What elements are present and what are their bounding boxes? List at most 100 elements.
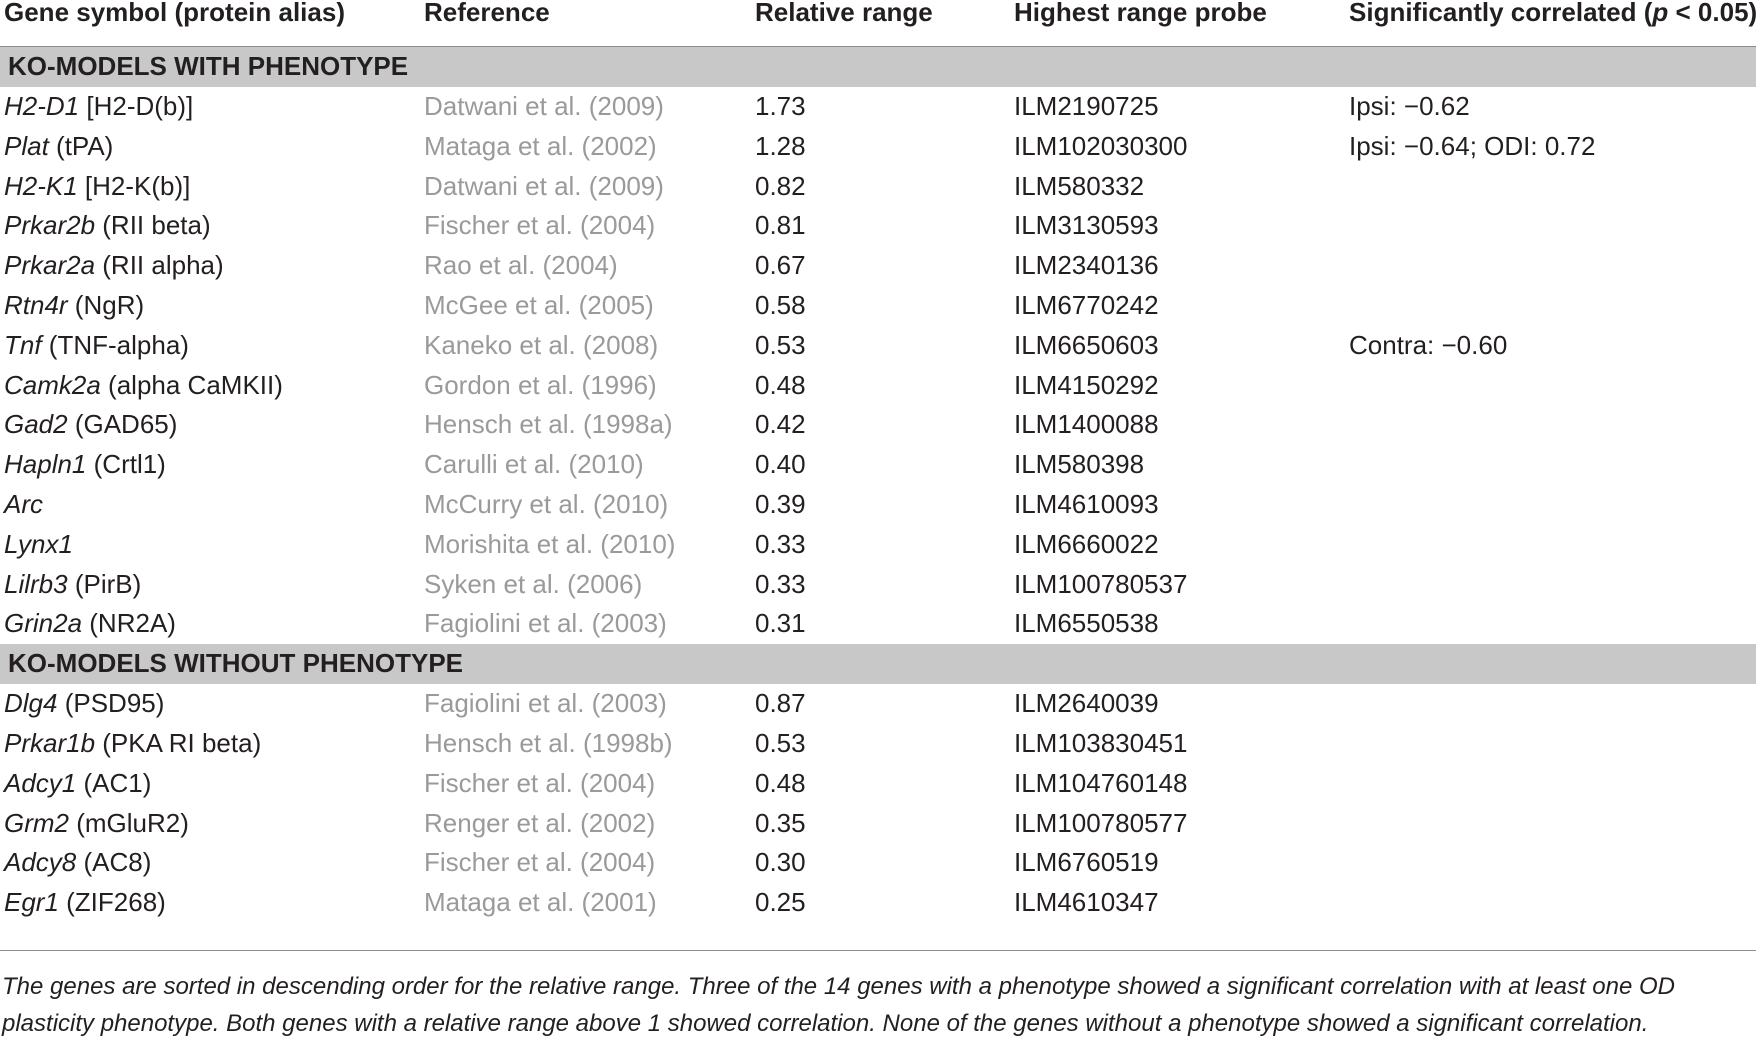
gene-cell: Tnf (TNF-alpha) — [4, 330, 189, 361]
table-row: Gad2 (GAD65) Hensch et al. (1998a) 0.42 ILM… — [0, 405, 1756, 445]
header-correlated-suffix: < 0.05) — [1668, 0, 1756, 27]
probe-cell: ILM100780577 — [1014, 807, 1188, 838]
table-row: Camk2a (alpha CaMKII) Gordon et al. (1996… — [0, 366, 1756, 406]
header-correlated: Significantly correlated (p < 0.05) — [1349, 0, 1756, 28]
relative-range-cell: 0.35 — [755, 807, 806, 838]
reference-cell: Fischer et al. (2004) — [424, 210, 656, 241]
probe-cell: ILM2640039 — [1014, 688, 1159, 719]
reference-cell: Rao et al. (2004) — [424, 250, 618, 281]
relative-range-cell: 0.87 — [755, 688, 806, 719]
reference-cell: Kaneko et al. (2008) — [424, 329, 659, 360]
table-row: Egr1 (ZIF268) Mataga et al. (2001) 0.25 ILM… — [0, 883, 1756, 923]
probe-cell: ILM4150292 — [1014, 369, 1159, 400]
reference-cell: Fagiolini et al. (2003) — [424, 608, 667, 639]
gene-cell: Arc — [4, 489, 43, 520]
table-row: Adcy8 (AC8) Fischer et al. (2004) 0.30 ILM6… — [0, 843, 1756, 883]
relative-range-cell: 1.28 — [755, 130, 806, 161]
header-relative-range: Relative range — [755, 0, 933, 27]
relative-range-cell: 0.30 — [755, 847, 806, 878]
gene-cell: Camk2a (alpha CaMKII) — [4, 370, 283, 401]
gene-symbol: Arc — [4, 488, 43, 519]
reference-cell: Fischer et al. (2004) — [424, 847, 656, 878]
probe-cell: ILM2190725 — [1014, 91, 1159, 121]
relative-range-cell: 0.33 — [755, 528, 806, 559]
protein-alias: (NR2A) — [82, 608, 176, 639]
gene-symbol: Grin2a — [4, 608, 83, 639]
protein-alias: (PirB) — [67, 568, 142, 599]
relative-range-cell: 0.53 — [755, 329, 806, 360]
gene-cell: H2-D1 [H2-D(b)] — [4, 91, 193, 122]
probe-cell: ILM102030300 — [1014, 130, 1188, 161]
table-row: Plat (tPA) Mataga et al. (2002) 1.28 ILM102… — [0, 127, 1756, 167]
probe-cell: ILM2340136 — [1014, 250, 1159, 281]
gene-symbol: Tnf — [4, 329, 42, 360]
reference-cell: McCurry et al. (2010) — [424, 488, 669, 519]
protein-alias: (RII alpha) — [95, 250, 224, 281]
data-table: Gene symbol (protein alias) Reference Re… — [0, 0, 1756, 923]
section-header: KO-MODELS WITHOUT PHENOTYPE — [0, 644, 1756, 685]
gene-cell: Dlg4 (PSD95) — [4, 688, 164, 719]
gene-symbol: Prkar1b — [4, 727, 96, 758]
gene-symbol: Plat — [4, 130, 49, 161]
protein-alias: (RII beta) — [95, 210, 211, 241]
bottom-rule — [0, 950, 1756, 951]
table-row: Grm2 (mGluR2) Renger et al. (2002) 0.35 ILM… — [0, 804, 1756, 844]
relative-range-cell: 0.53 — [755, 727, 806, 758]
protein-alias: (Crtl1) — [86, 449, 166, 480]
protein-alias: [H2-K(b)] — [77, 170, 191, 201]
relative-range-cell: 0.58 — [755, 289, 806, 320]
gene-symbol: Adcy1 — [4, 767, 77, 798]
reference-cell: Gordon et al. (1996) — [424, 369, 657, 400]
section-header: KO-MODELS WITH PHENOTYPE — [0, 47, 1756, 87]
reference-cell: Datwani et al. (2009) — [424, 91, 664, 121]
relative-range-cell: 0.48 — [755, 369, 806, 400]
reference-cell: Mataga et al. (2001) — [424, 887, 657, 918]
header-highest-probe: Highest range probe — [1014, 0, 1267, 27]
relative-range-cell: 0.67 — [755, 250, 806, 281]
correlation-cell: Ipsi: −0.64; ODI: 0.72 — [1349, 130, 1596, 161]
table-row: Lilrb3 (PirB) Syken et al. (2006) 0.33 ILM1… — [0, 565, 1756, 605]
header-reference: Reference — [424, 0, 550, 27]
section-label: KO-MODELS WITH PHENOTYPE — [8, 51, 409, 81]
reference-cell: Datwani et al. (2009) — [424, 170, 664, 201]
relative-range-cell: 0.82 — [755, 170, 806, 201]
reference-cell: Renger et al. (2002) — [424, 807, 656, 838]
probe-cell: ILM6760519 — [1014, 847, 1159, 878]
probe-cell: ILM1400088 — [1014, 409, 1159, 440]
relative-range-cell: 1.73 — [755, 91, 806, 121]
table-row: Hapln1 (Crtl1) Carulli et al. (2010) 0.40 I… — [0, 445, 1756, 485]
probe-cell: ILM104760148 — [1014, 767, 1188, 798]
reference-cell: Hensch et al. (1998a) — [424, 409, 673, 440]
table-row: Rtn4r (NgR) McGee et al. (2005) 0.58 ILM677… — [0, 286, 1756, 326]
table-body: KO-MODELS WITH PHENOTYPE H2-D1 [H2-D(b)] D… — [0, 47, 1756, 923]
protein-alias: (NgR) — [67, 289, 145, 320]
gene-symbol: Egr1 — [4, 887, 59, 918]
table-row: Prkar1b (PKA RI beta) Hensch et al. (1998… — [0, 724, 1756, 764]
protein-alias: (AC8) — [76, 847, 152, 878]
gene-symbol: Dlg4 — [4, 688, 58, 719]
relative-range-cell: 0.81 — [755, 210, 806, 241]
protein-alias: (tPA) — [48, 130, 114, 161]
gene-symbol: Adcy8 — [4, 847, 77, 878]
table-row: Dlg4 (PSD95) Fagiolini et al. (2003) 0.87 I… — [0, 684, 1756, 724]
probe-cell: ILM580398 — [1014, 449, 1145, 480]
header-gene: Gene symbol (protein alias) — [4, 0, 345, 27]
correlation-cell: Ipsi: −0.62 — [1349, 91, 1470, 121]
gene-symbol: Camk2a — [4, 369, 101, 400]
reference-cell: Carulli et al. (2010) — [424, 449, 644, 480]
probe-cell: ILM580332 — [1014, 170, 1145, 201]
relative-range-cell: 0.42 — [755, 409, 806, 440]
protein-alias: (PSD95) — [57, 688, 165, 719]
probe-cell: ILM4610093 — [1014, 488, 1159, 519]
probe-cell: ILM4610347 — [1014, 887, 1159, 918]
table-header: Gene symbol (protein alias) Reference Re… — [0, 0, 1756, 47]
protein-alias: [H2-D(b)] — [79, 91, 194, 121]
probe-cell: ILM6770242 — [1014, 289, 1159, 320]
gene-cell: Hapln1 (Crtl1) — [4, 449, 166, 480]
protein-alias: (AC1) — [76, 767, 152, 798]
gene-symbol: Grm2 — [4, 807, 69, 838]
table-row: Arc McCurry et al. (2010) 0.39 ILM4610093 — [0, 485, 1756, 525]
table-row: Adcy1 (AC1) Fischer et al. (2004) 0.48 ILM1… — [0, 764, 1756, 804]
table-row: Grin2a (NR2A) Fagiolini et al. (2003) 0.31… — [0, 604, 1756, 644]
probe-cell: ILM100780537 — [1014, 568, 1188, 599]
